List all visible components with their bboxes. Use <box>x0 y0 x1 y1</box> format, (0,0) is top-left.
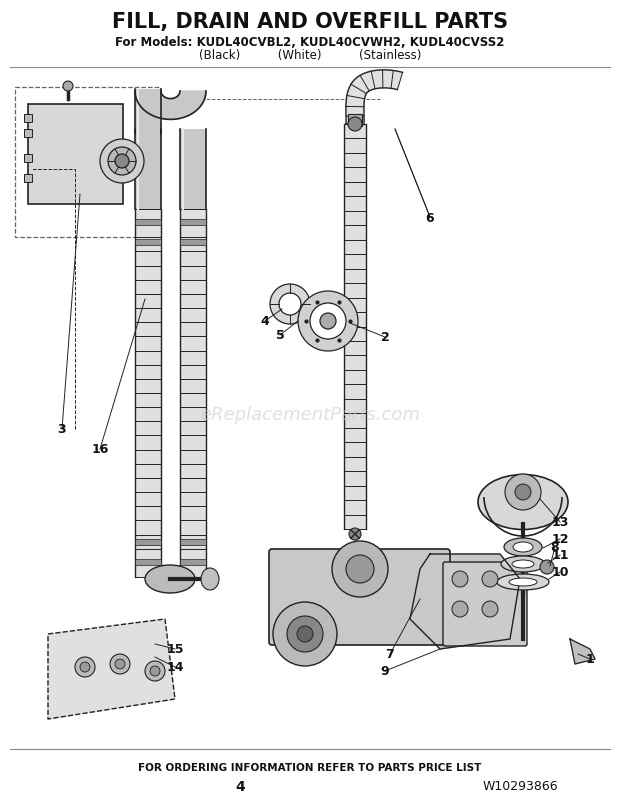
Circle shape <box>115 659 125 669</box>
Bar <box>180 220 206 225</box>
Circle shape <box>505 475 541 510</box>
Text: 5: 5 <box>276 329 285 342</box>
Circle shape <box>332 541 388 597</box>
Ellipse shape <box>501 557 545 573</box>
Ellipse shape <box>201 569 219 590</box>
Text: 9: 9 <box>381 665 389 678</box>
Text: FILL, DRAIN AND OVERFILL PARTS: FILL, DRAIN AND OVERFILL PARTS <box>112 12 508 32</box>
Bar <box>24 155 32 163</box>
Text: 12: 12 <box>551 533 569 546</box>
Ellipse shape <box>145 565 195 593</box>
Ellipse shape <box>513 542 533 553</box>
Bar <box>180 539 206 545</box>
Circle shape <box>108 148 136 176</box>
Text: For Models: KUDL40CVBL2, KUDL40CVWH2, KUDL40CVSS2: For Models: KUDL40CVBL2, KUDL40CVWH2, KU… <box>115 35 505 48</box>
Circle shape <box>540 561 554 574</box>
Ellipse shape <box>497 574 549 590</box>
Circle shape <box>150 666 160 676</box>
Bar <box>344 125 366 529</box>
Text: (Black)          (White)          (Stainless): (Black) (White) (Stainless) <box>199 50 421 63</box>
Text: 6: 6 <box>426 211 435 225</box>
Text: 1: 1 <box>586 653 595 666</box>
Bar <box>24 130 32 138</box>
Polygon shape <box>410 554 520 649</box>
Circle shape <box>310 304 346 339</box>
Bar <box>135 130 161 210</box>
Text: 4: 4 <box>235 779 245 793</box>
Bar <box>180 559 206 565</box>
Circle shape <box>346 555 374 583</box>
Circle shape <box>349 529 361 541</box>
Bar <box>135 240 161 245</box>
Text: eReplacementParts.com: eReplacementParts.com <box>200 406 420 423</box>
Circle shape <box>145 661 165 681</box>
Circle shape <box>273 602 337 666</box>
Circle shape <box>320 314 336 330</box>
Circle shape <box>63 82 73 92</box>
Bar <box>135 559 161 565</box>
Bar <box>180 240 206 245</box>
Circle shape <box>482 571 498 587</box>
FancyBboxPatch shape <box>269 549 450 645</box>
Circle shape <box>482 602 498 618</box>
Text: W10293866: W10293866 <box>482 780 558 792</box>
Circle shape <box>75 657 95 677</box>
Ellipse shape <box>509 578 537 586</box>
Circle shape <box>279 294 301 316</box>
Bar <box>348 115 362 127</box>
Circle shape <box>80 662 90 672</box>
Text: 3: 3 <box>58 423 66 436</box>
Circle shape <box>287 616 323 652</box>
Ellipse shape <box>478 475 568 530</box>
Circle shape <box>110 654 130 674</box>
Polygon shape <box>346 71 402 125</box>
Text: 4: 4 <box>260 315 269 328</box>
Polygon shape <box>135 92 206 120</box>
Text: 2: 2 <box>381 331 389 344</box>
Circle shape <box>515 484 531 500</box>
Circle shape <box>100 140 144 184</box>
Circle shape <box>452 571 468 587</box>
Text: 15: 15 <box>166 642 184 656</box>
Ellipse shape <box>504 538 542 557</box>
Polygon shape <box>48 619 175 719</box>
Bar <box>24 115 32 123</box>
Bar <box>135 210 161 577</box>
Circle shape <box>452 602 468 618</box>
Bar <box>180 210 206 577</box>
Text: 11: 11 <box>551 549 569 561</box>
Text: 13: 13 <box>551 516 569 529</box>
Circle shape <box>270 285 310 325</box>
FancyBboxPatch shape <box>443 562 527 646</box>
Text: 16: 16 <box>91 443 108 456</box>
Text: 8: 8 <box>551 541 559 554</box>
Circle shape <box>115 155 129 168</box>
Bar <box>135 90 161 135</box>
Text: 10: 10 <box>551 565 569 579</box>
Bar <box>135 220 161 225</box>
Text: FOR ORDERING INFORMATION REFER TO PARTS PRICE LIST: FOR ORDERING INFORMATION REFER TO PARTS … <box>138 762 482 772</box>
Text: 7: 7 <box>386 648 394 661</box>
Ellipse shape <box>512 561 534 569</box>
Polygon shape <box>570 639 595 664</box>
Bar <box>28 105 123 205</box>
Bar <box>135 539 161 545</box>
Text: 14: 14 <box>166 661 184 674</box>
Circle shape <box>298 292 358 351</box>
Circle shape <box>348 118 362 132</box>
Circle shape <box>297 626 313 642</box>
Bar <box>180 130 206 210</box>
Bar <box>24 175 32 183</box>
